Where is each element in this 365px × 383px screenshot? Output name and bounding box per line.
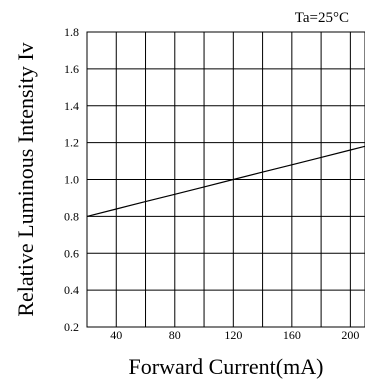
x-tick-label: 160: [283, 328, 301, 342]
x-tick-label: 200: [341, 328, 359, 342]
y-tick-label: 1.0: [64, 173, 79, 187]
x-tick-label: 80: [169, 328, 181, 342]
x-axis-label: Forward Current(mA): [129, 354, 324, 379]
x-tick-label: 120: [224, 328, 242, 342]
y-tick-label: 0.4: [64, 283, 79, 297]
condition-label: Ta=25°C: [295, 10, 349, 26]
x-tick-label: 40: [110, 328, 122, 342]
series-line: [86, 145, 365, 217]
y-tick-label: 0.2: [64, 320, 79, 334]
plot-frame: [86, 31, 365, 328]
y-tick-label: 0.8: [64, 209, 79, 223]
y-tick-label: 1.2: [64, 136, 79, 150]
y-tick-label: 1.6: [64, 62, 79, 76]
tick-labels: 40 80 120 160 200 0.2 0.4 0.6 0.8 1.0 1.2 1.4 1.6 1.8: [64, 25, 359, 342]
y-tick-label: 1.8: [64, 25, 79, 39]
y-tick-label: 1.4: [64, 99, 79, 113]
y-axis-label: Relative Luminous Intensity Iv: [13, 42, 38, 316]
series-layer: [86, 145, 365, 217]
y-tick-label: 0.6: [64, 246, 79, 260]
grid: [86, 31, 365, 328]
